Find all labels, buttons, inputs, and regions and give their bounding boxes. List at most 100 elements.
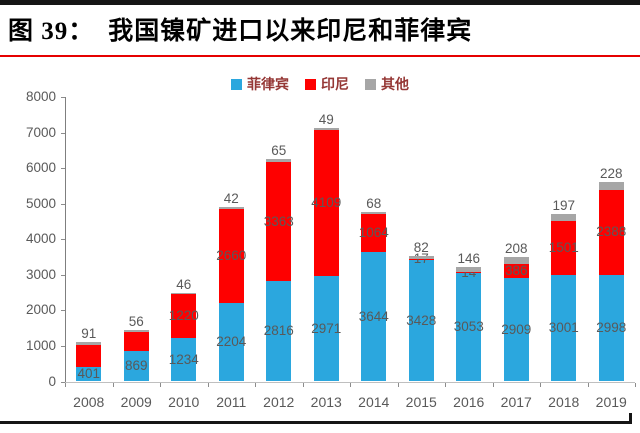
bar-segment-菲律宾-2018	[551, 274, 577, 382]
bar-label-印尼-2013: 4109	[311, 194, 342, 210]
bar-segment-其他-2010	[171, 292, 197, 295]
y-axis-tick	[61, 345, 65, 347]
bar-segment-菲律宾-2016	[456, 272, 482, 382]
bar-segment-其他-2009	[123, 330, 149, 333]
top-border-rule	[0, 0, 640, 5]
bar-segment-印尼-2013	[313, 129, 339, 276]
bar-segment-菲律宾-2013	[313, 275, 339, 382]
bar-segment-菲律宾-2010	[171, 337, 197, 382]
bar-label-菲律宾-2014: 3644	[358, 308, 389, 324]
y-axis-tick	[61, 310, 65, 312]
bar-label-印尼-2014: 1064	[358, 224, 389, 240]
bar-label-菲律宾-2018: 3001	[548, 320, 579, 336]
bar-segment-其他-2014	[361, 211, 387, 215]
bar-segment-印尼-2015	[408, 258, 434, 260]
bar-label-其他-2015: 82	[413, 240, 429, 256]
x-axis-label: 2009	[120, 393, 152, 410]
bar-label-菲律宾-2010: 1234	[168, 351, 199, 367]
x-axis-label: 2015	[405, 393, 437, 410]
bar-segment-其他-2013	[313, 127, 339, 130]
y-axis-tick	[61, 203, 65, 205]
bar-label-菲律宾-2013: 2971	[311, 320, 342, 336]
x-axis-tick	[635, 382, 636, 387]
bar-segment-菲律宾-2015	[408, 259, 434, 382]
x-axis-label: 2017	[500, 393, 532, 410]
bar-label-菲律宾-2008: 401	[77, 366, 101, 382]
x-axis-tick	[492, 382, 494, 387]
x-axis-label: 2010	[168, 393, 200, 410]
bar-segment-菲律宾-2012	[266, 281, 292, 382]
bar-segment-其他-2008	[76, 341, 102, 345]
y-axis-line	[65, 97, 66, 382]
y-axis-label: 5000	[25, 195, 56, 211]
y-axis-tick	[61, 381, 65, 383]
x-axis-tick	[302, 382, 304, 387]
bar-label-印尼-2017: 386	[504, 263, 528, 279]
x-axis-tick	[65, 382, 66, 387]
y-axis-label: 7000	[25, 124, 56, 140]
bar-segment-印尼-2018	[551, 221, 577, 275]
bar-label-菲律宾-2016: 3053	[453, 319, 484, 335]
bar-segment-印尼-2019	[598, 189, 624, 275]
bar-label-其他-2013: 49	[318, 111, 334, 127]
x-axis-label: 2014	[358, 393, 390, 410]
x-axis-tick	[540, 382, 541, 387]
x-axis-tick	[207, 382, 209, 387]
legend-item-philippines: 菲律宾	[231, 74, 289, 94]
bar-label-菲律宾-2019: 2998	[596, 320, 627, 336]
figure-title-row: 图 39： 我国镍矿进口以来印尼和菲律宾	[8, 11, 638, 53]
x-axis-tick	[587, 382, 589, 387]
y-axis-tick	[61, 97, 65, 98]
bar-segment-菲律宾-2017	[503, 278, 529, 382]
x-axis-tick	[350, 382, 351, 387]
bar-segment-其他-2019	[598, 181, 624, 190]
bar-label-其他-2014: 68	[366, 195, 382, 211]
chart-legend: 菲律宾 印尼 其他	[0, 75, 640, 93]
legend-item-other: 其他	[365, 74, 409, 94]
y-axis-label: 0	[48, 373, 56, 389]
x-axis-label: 2008	[73, 393, 105, 410]
legend-label: 印尼	[321, 76, 349, 92]
bar-label-菲律宾-2011: 2204	[216, 334, 247, 350]
bar-label-其他-2017: 208	[504, 240, 528, 256]
indonesia-swatch-icon	[305, 78, 316, 90]
bar-label-其他-2018: 197	[552, 198, 576, 214]
bar-segment-印尼-2012	[266, 161, 292, 282]
y-axis-label: 4000	[25, 231, 56, 247]
bar-segment-菲律宾-2008	[76, 367, 102, 382]
bar-label-印尼-2011: 2660	[216, 247, 247, 263]
bar-label-其他-2009: 56	[128, 314, 144, 330]
bar-label-菲律宾-2017: 2909	[501, 321, 532, 337]
y-axis-label: 8000	[25, 89, 56, 104]
x-axis-tick	[112, 382, 114, 387]
bar-label-印尼-2019: 2388	[596, 224, 627, 240]
x-axis-tick	[445, 382, 446, 387]
bar-label-菲律宾-2015: 3428	[406, 312, 437, 328]
bar-segment-其他-2018	[551, 214, 577, 222]
bar-segment-菲律宾-2011	[218, 303, 244, 382]
x-axis-label: 2013	[310, 393, 342, 410]
bar-segment-印尼-2014	[361, 214, 387, 252]
bar-label-印尼-2018: 1501	[548, 240, 579, 256]
bottom-border-rule	[0, 421, 632, 424]
philippines-swatch-icon	[231, 78, 242, 90]
figure-number: 图 39：	[8, 18, 95, 45]
y-axis-label: 3000	[25, 266, 56, 282]
x-axis-label: 2019	[595, 393, 627, 410]
y-axis-label: 2000	[25, 302, 56, 318]
bar-label-菲律宾-2012: 2816	[263, 323, 294, 339]
bar-label-其他-2012: 65	[271, 143, 287, 159]
x-axis-tick	[255, 382, 256, 387]
bottom-border-corner	[629, 413, 632, 424]
x-axis-tick	[160, 382, 161, 387]
y-axis-label: 6000	[25, 160, 56, 176]
bar-label-其他-2008: 91	[81, 325, 97, 341]
bar-segment-其他-2017	[503, 256, 529, 265]
chart-area: 菲律宾 印尼 其他 0 1000 2000 3000 4000 5000 6000 7000 8…	[0, 60, 640, 420]
x-axis-label: 2018	[548, 393, 580, 410]
x-axis-line	[65, 381, 635, 383]
bar-segment-其他-2016	[456, 267, 482, 273]
y-axis-tick	[61, 168, 65, 170]
bar-label-其他-2019: 228	[599, 165, 623, 181]
x-axis-label: 2016	[453, 393, 485, 410]
